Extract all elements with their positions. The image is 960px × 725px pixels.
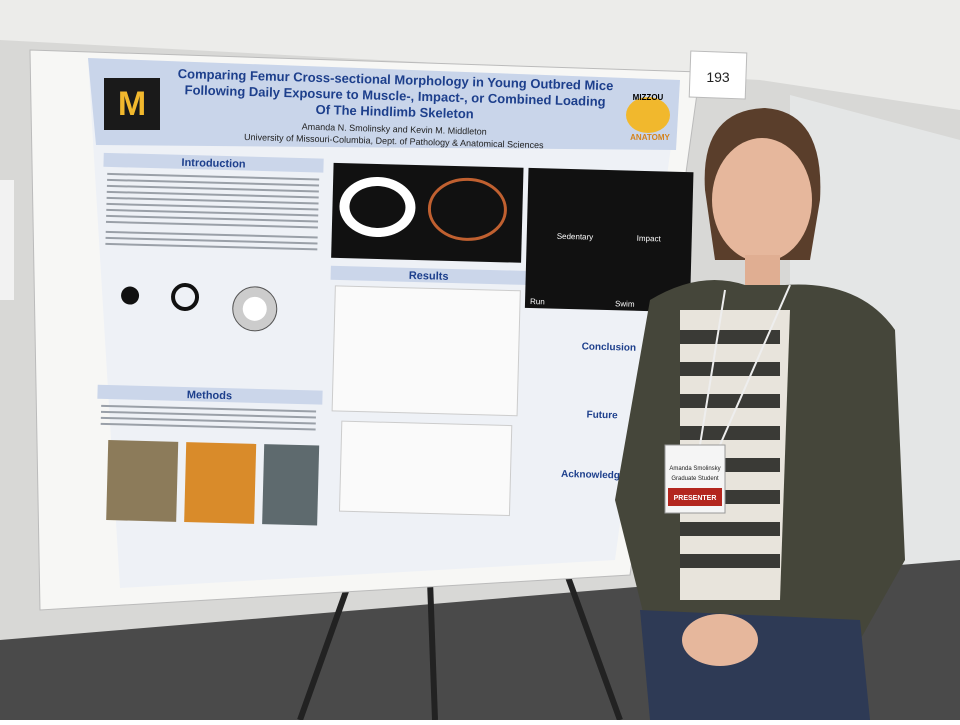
section-heading: Results bbox=[409, 270, 449, 283]
diagram bbox=[121, 286, 140, 305]
section-heading: Introduction bbox=[181, 157, 246, 171]
image-label: Swim bbox=[615, 299, 635, 309]
comparison-images bbox=[524, 167, 694, 313]
sign bbox=[0, 180, 14, 300]
badge-ribbon bbox=[668, 488, 722, 506]
card-number: 193 bbox=[706, 69, 730, 85]
section-heading: Acknowledg bbox=[561, 469, 620, 482]
card bbox=[688, 50, 748, 100]
image-label: Run bbox=[530, 297, 545, 306]
ceiling bbox=[0, 0, 960, 110]
mu-logo bbox=[104, 78, 160, 130]
badge-ribbon-text: PRESENTER bbox=[674, 495, 717, 502]
poster-header bbox=[88, 58, 680, 150]
poster-title: Of The Hindlimb Skeleton bbox=[315, 102, 474, 121]
section-heading: Conclusion bbox=[581, 341, 636, 353]
logo-text: MIZZOU bbox=[633, 93, 664, 102]
section-heading: Methods bbox=[187, 389, 233, 402]
hands bbox=[682, 614, 758, 666]
easel-leg bbox=[557, 553, 623, 722]
image-label: Sedentary bbox=[557, 232, 594, 242]
photo bbox=[106, 440, 179, 522]
mu-letters: M bbox=[118, 85, 146, 123]
neck bbox=[745, 255, 780, 290]
section-bar bbox=[330, 265, 526, 285]
section-bar bbox=[103, 152, 324, 173]
logo-text: ANATOMY bbox=[630, 133, 670, 142]
results-plots bbox=[331, 285, 521, 417]
photo bbox=[184, 442, 257, 524]
jeans bbox=[640, 610, 870, 720]
photo bbox=[262, 444, 320, 526]
tiger-logo bbox=[626, 97, 670, 133]
easel-leg bbox=[427, 579, 438, 721]
body-text bbox=[100, 172, 320, 431]
dot-grid bbox=[338, 420, 513, 517]
easel-leg bbox=[297, 578, 353, 722]
image-label: Impact bbox=[637, 234, 662, 244]
lanyard bbox=[699, 289, 726, 446]
diagram bbox=[171, 282, 200, 311]
section-bar bbox=[97, 384, 323, 405]
badge-name: Amanda Smolinsky bbox=[669, 466, 720, 472]
face bbox=[712, 138, 812, 262]
badge-role: Graduate Student bbox=[671, 476, 719, 482]
diagram bbox=[242, 296, 267, 321]
bone-section bbox=[349, 185, 406, 229]
lanyard bbox=[719, 284, 791, 446]
bone-section bbox=[427, 177, 507, 241]
section-heading: Future bbox=[586, 410, 618, 422]
